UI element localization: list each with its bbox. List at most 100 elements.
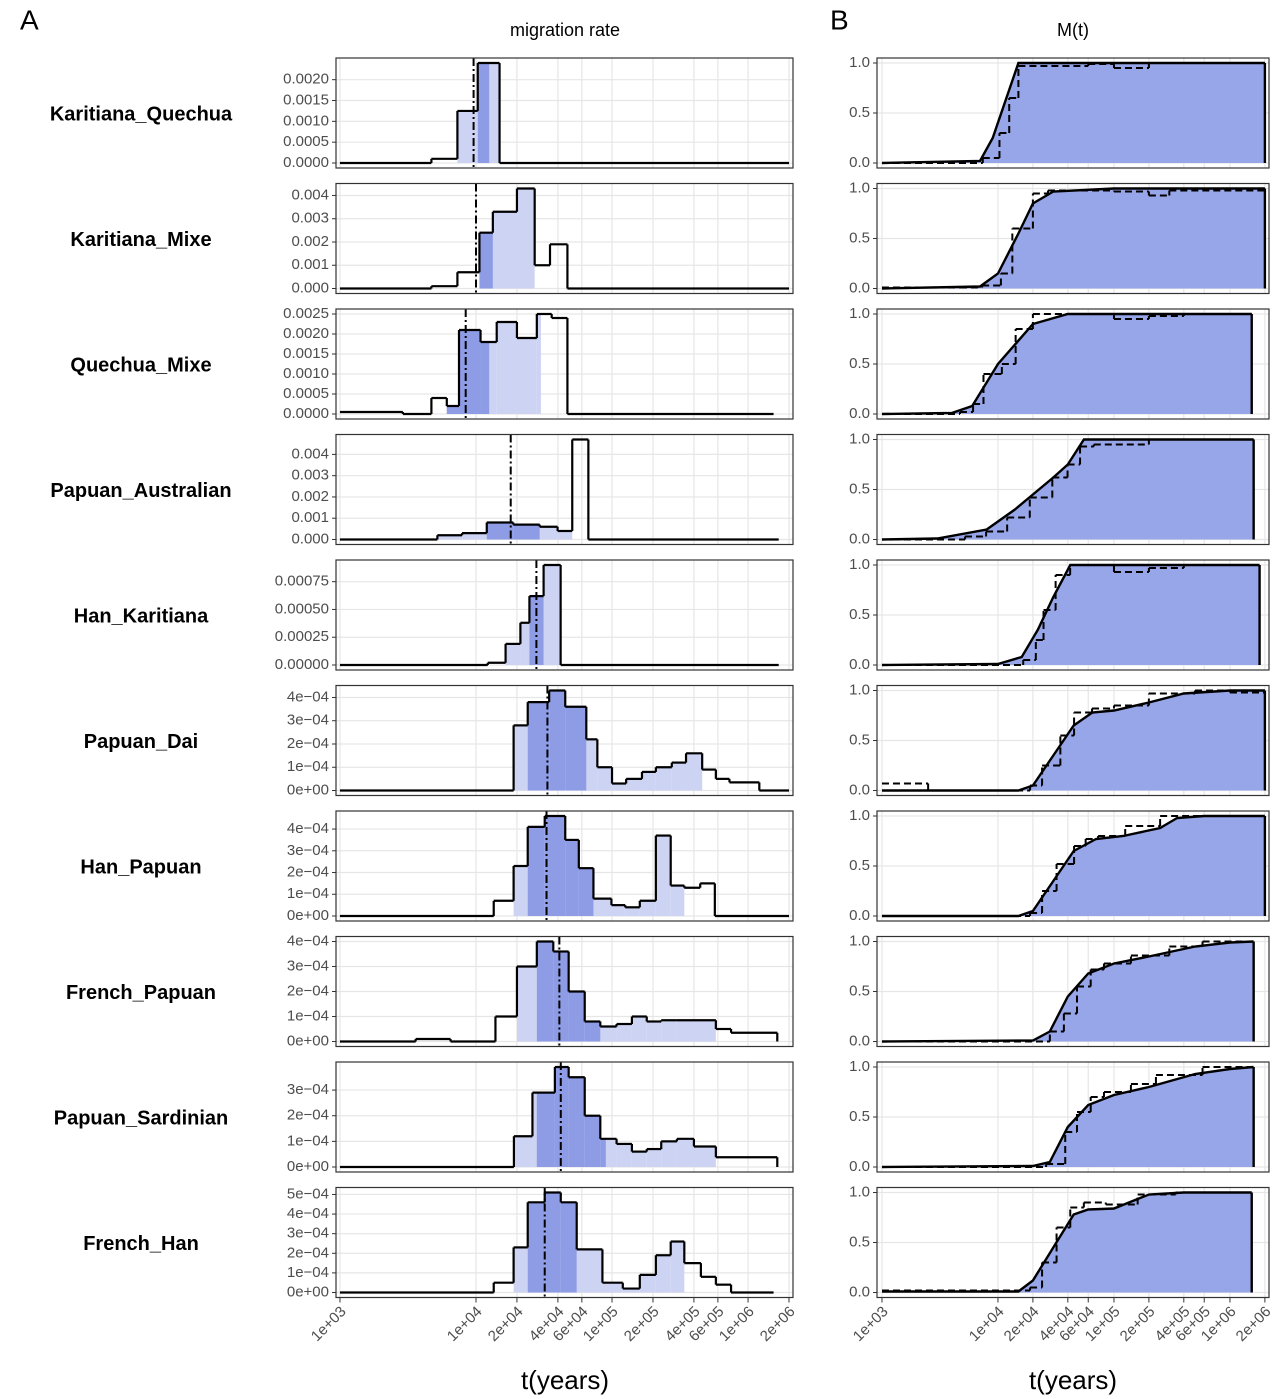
y-tick-label: 0.002 [291, 233, 329, 250]
interval-fill [671, 762, 687, 791]
y-tick-label: 0e+00 [287, 781, 329, 798]
panel-border [876, 935, 1270, 1048]
panel-border [876, 182, 1270, 295]
x-tick-label: 2e+06 [757, 1303, 799, 1345]
interval-fill [600, 1026, 617, 1042]
y-tick-label: 0.0015 [283, 91, 329, 108]
interval-fill [693, 1146, 716, 1167]
interval-fill [513, 1136, 533, 1167]
interval-fill [600, 1138, 606, 1167]
y-tick-label: 0.0 [849, 530, 870, 547]
y-tick-label: 0.0 [849, 907, 870, 924]
panel-background [336, 183, 793, 294]
area-fill [881, 188, 1265, 289]
interval-fill [492, 211, 517, 289]
y-tick-label: 0.00050 [275, 600, 329, 617]
interval-fill [565, 839, 579, 916]
y-tick-label: 0.0 [849, 1283, 870, 1300]
x-tick-label: 2e+05 [1117, 1303, 1159, 1345]
interval-fill [639, 900, 656, 916]
interval-fill [584, 1021, 601, 1042]
panel-border [335, 182, 794, 295]
curve-line [881, 1065, 1254, 1169]
x-tick-label: 2e+04 [485, 1303, 527, 1345]
interval-fill [486, 522, 514, 540]
y-tick-label: 1.0 [849, 179, 870, 196]
interval-fill [565, 706, 587, 791]
y-tick-label: 0.00075 [275, 573, 329, 590]
interval-fill [513, 1247, 528, 1293]
interval-fill [553, 951, 569, 1042]
y-tick-label: 1.0 [849, 1058, 870, 1075]
y-tick-label: 0.00000 [275, 656, 329, 673]
panel-border [335, 684, 794, 797]
y-tick-label: 0.0010 [283, 365, 329, 382]
x-tick-label: 1e+03 [850, 1303, 892, 1345]
panel-border [876, 433, 1270, 546]
row-label: Papuan_Dai [84, 731, 198, 753]
column-title: migration rate [510, 20, 620, 40]
interval-fill [646, 1021, 662, 1042]
panel-border [335, 1061, 794, 1173]
interval-fill [631, 1016, 647, 1042]
panel-border [876, 810, 1270, 922]
y-tick-label: 1.0 [849, 807, 870, 824]
interval-fill [597, 767, 613, 791]
y-tick-label: 1e−04 [287, 758, 329, 775]
y-tick-label: 0.000 [291, 530, 329, 547]
interval-fill [676, 1138, 694, 1167]
interval-fill [560, 1202, 577, 1293]
y-tick-label: 0e+00 [287, 1032, 329, 1049]
area-fill [881, 816, 1265, 916]
interval-fill [516, 338, 537, 414]
interval-fill [544, 816, 566, 916]
y-tick-label: 1.0 [849, 556, 870, 573]
y-tick-label: 0.5 [849, 104, 870, 121]
panel-border [335, 559, 794, 671]
y-tick-label: 0.003 [291, 467, 329, 484]
interval-fill [616, 1024, 632, 1042]
interval-fill [527, 702, 550, 791]
x-tick-label: 2e+04 [1001, 1303, 1043, 1345]
interval-fill [539, 526, 558, 540]
panel-border [335, 433, 794, 546]
area-fill [881, 439, 1254, 540]
interval-fill [661, 1141, 677, 1167]
panel-border [876, 559, 1270, 671]
y-tick-label: 2e−04 [287, 982, 329, 999]
interval-fill [661, 1020, 677, 1042]
y-tick-label: 0.5 [849, 731, 870, 748]
y-tick-label: 0.5 [849, 857, 870, 874]
y-tick-label: 0.0 [849, 781, 870, 798]
interval-fill [593, 898, 612, 916]
y-tick-label: 0.0 [849, 1032, 870, 1049]
interval-fill [646, 1149, 662, 1167]
y-tick-label: 4e−04 [287, 932, 329, 949]
interval-fill [516, 966, 537, 1042]
y-tick-label: 0.003 [291, 210, 329, 227]
y-tick-label: 5e−04 [287, 1185, 329, 1202]
y-tick-label: 0e+00 [287, 907, 329, 924]
y-tick-label: 0.0020 [283, 71, 329, 88]
row-label: Papuan_Sardinian [54, 1107, 229, 1129]
y-tick-label: 1.0 [849, 54, 870, 71]
y-tick-label: 0.0 [849, 1158, 870, 1175]
interval-fill [612, 783, 627, 791]
curve-line [881, 438, 1254, 541]
y-tick-label: 0.0 [849, 279, 870, 296]
x-tick-label: 1e+04 [966, 1303, 1008, 1345]
y-tick-label: 1.0 [849, 1183, 870, 1200]
x-axis-title: t(years) [1029, 1365, 1117, 1395]
interval-fill [676, 1020, 716, 1042]
x-tick-label: 1e+04 [444, 1303, 486, 1345]
y-tick-label: 2e−04 [287, 863, 329, 880]
y-tick-label: 0.0 [849, 405, 870, 422]
y-tick-label: 0.5 [849, 480, 870, 497]
interval-fill [446, 406, 460, 414]
row-label: French_Han [83, 1233, 199, 1255]
y-tick-label: 1.0 [849, 932, 870, 949]
interval-fill [480, 342, 490, 414]
y-tick-label: 0.0010 [283, 112, 329, 129]
curve-line [882, 814, 1265, 918]
